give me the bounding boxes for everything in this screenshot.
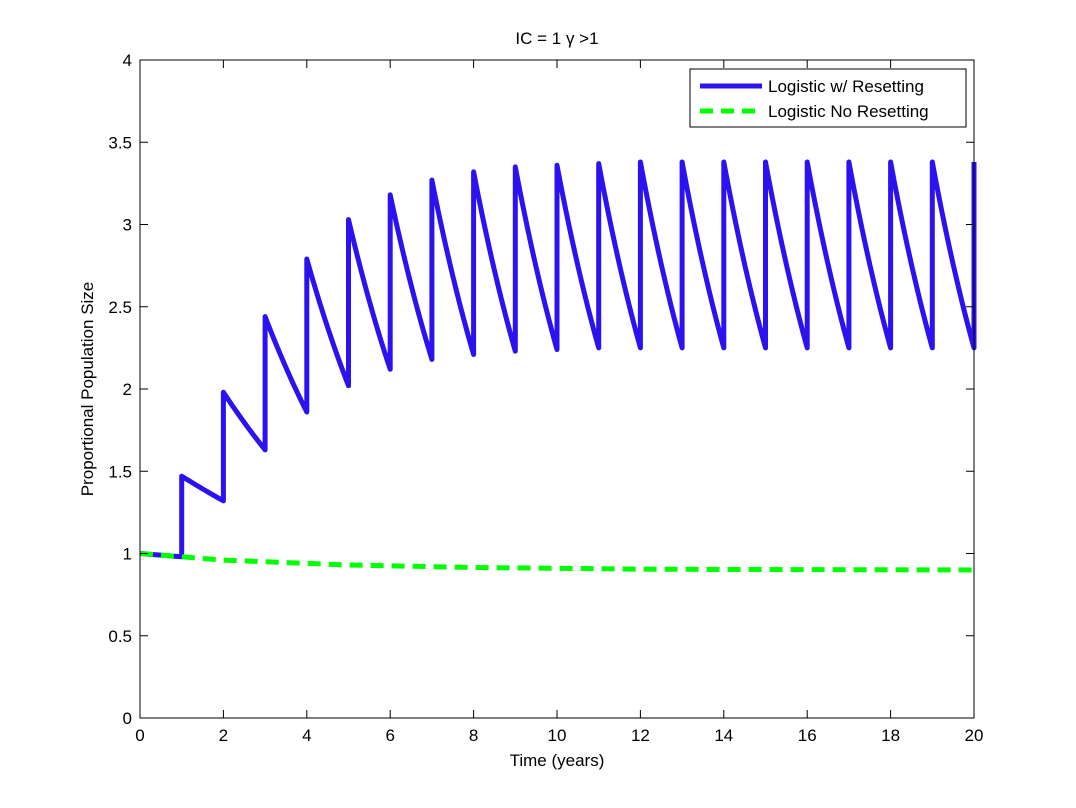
series-logistic-resetting <box>139 159 977 560</box>
y-tick-label: 3 <box>123 216 132 235</box>
x-tick-label: 10 <box>548 726 567 745</box>
chart-title: IC = 1 γ >1 <box>515 29 598 48</box>
x-tick-label: 4 <box>302 726 311 745</box>
y-tick-label: 2 <box>123 380 132 399</box>
y-tick-label: 1 <box>123 545 132 564</box>
x-tick-label: 12 <box>631 726 650 745</box>
y-tick-label: 2.5 <box>108 298 132 317</box>
series-logistic-no-resetting <box>139 551 975 573</box>
y-tick-label: 4 <box>123 51 132 70</box>
x-tick-label: 2 <box>219 726 228 745</box>
legend-label-resetting: Logistic w/ Resetting <box>768 77 924 96</box>
x-tick-label: 6 <box>385 726 394 745</box>
y-tick-label: 3.5 <box>108 133 132 152</box>
x-tick-label: 16 <box>798 726 817 745</box>
x-axis-label: Time (years) <box>510 751 605 770</box>
ticks: 0 2 4 6 8 10 12 14 16 18 20 0 0.5 1 1.5 2 2.5 3 3.5 4 <box>108 51 983 745</box>
y-tick-label: 0.5 <box>108 627 132 646</box>
plot-area <box>139 159 977 573</box>
legend: Logistic w/ Resetting Logistic No Resett… <box>689 68 967 128</box>
x-tick-label: 8 <box>469 726 478 745</box>
x-tick-label: 20 <box>965 726 984 745</box>
y-tick-label: 0 <box>123 709 132 728</box>
y-tick-label: 1.5 <box>108 462 132 481</box>
x-tick-label: 14 <box>714 726 733 745</box>
x-tick-label: 0 <box>135 726 144 745</box>
legend-box <box>689 68 967 128</box>
x-tick-label: 18 <box>881 726 900 745</box>
legend-label-no-resetting: Logistic No Resetting <box>768 102 929 121</box>
y-axis-label: Proportional Population Size <box>78 282 97 497</box>
